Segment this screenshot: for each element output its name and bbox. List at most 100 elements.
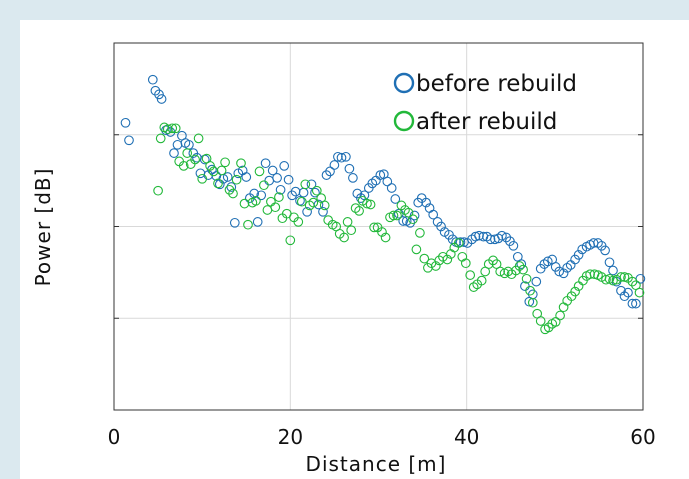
data-point xyxy=(170,123,181,134)
data-point xyxy=(182,148,193,158)
data-point xyxy=(388,210,399,221)
data-point xyxy=(460,258,471,269)
data-point xyxy=(310,187,320,198)
data-point xyxy=(525,285,535,296)
data-point xyxy=(272,173,282,183)
data-point xyxy=(631,298,641,309)
data-point xyxy=(531,276,542,287)
data-point xyxy=(619,291,630,302)
data-point xyxy=(608,265,618,276)
data-point xyxy=(428,209,439,220)
data-point xyxy=(270,202,281,213)
data-point xyxy=(488,255,498,266)
data-point xyxy=(275,184,286,195)
data-point xyxy=(521,273,532,284)
legend: before rebuild after rebuild xyxy=(393,71,577,135)
data-point xyxy=(344,163,355,174)
legend-marker-after xyxy=(393,110,415,132)
background-band-top xyxy=(0,0,689,20)
data-point xyxy=(193,133,204,144)
data-point xyxy=(485,234,496,245)
x-tick-label: 20 xyxy=(278,425,303,449)
data-point xyxy=(190,154,200,165)
data-point xyxy=(267,165,278,176)
data-point xyxy=(573,250,584,260)
data-point xyxy=(120,117,131,128)
data-point xyxy=(333,151,343,162)
data-point xyxy=(386,183,397,193)
data-point xyxy=(354,206,364,216)
data-point xyxy=(339,232,349,243)
data-point xyxy=(236,158,246,169)
data-point xyxy=(348,173,358,183)
data-point xyxy=(231,174,242,185)
data-point xyxy=(252,217,263,227)
data-point xyxy=(570,286,580,297)
data-point xyxy=(497,230,507,241)
data-point xyxy=(390,194,401,204)
data-point xyxy=(601,274,611,285)
background-band-left xyxy=(0,0,20,479)
data-point xyxy=(259,180,269,191)
data-point xyxy=(616,272,626,282)
data-point xyxy=(239,198,250,209)
data-point xyxy=(153,185,163,196)
data-point xyxy=(542,256,553,267)
plot-area-frame xyxy=(113,42,644,411)
data-point xyxy=(256,190,267,201)
data-point xyxy=(616,285,626,296)
data-point xyxy=(474,230,484,241)
data-point xyxy=(329,160,340,170)
data-point xyxy=(254,166,265,177)
data-point xyxy=(293,217,304,227)
data-point xyxy=(623,287,633,298)
data-point xyxy=(465,270,476,280)
data-point xyxy=(321,170,332,180)
data-point xyxy=(627,276,638,287)
data-point xyxy=(308,197,319,208)
data-point xyxy=(306,179,317,190)
data-point xyxy=(211,171,222,181)
data-point xyxy=(411,244,422,255)
data-point xyxy=(161,125,171,136)
data-point xyxy=(296,196,307,207)
data-point xyxy=(154,89,164,100)
data-point xyxy=(478,231,489,242)
legend-label-before: before rebuild xyxy=(416,71,577,97)
data-point xyxy=(539,259,550,269)
data-point xyxy=(295,195,305,206)
legend-marker-before xyxy=(393,72,415,94)
data-point xyxy=(178,161,189,171)
data-point xyxy=(241,172,252,182)
data-point xyxy=(147,74,158,85)
data-point xyxy=(403,207,414,218)
data-point xyxy=(341,151,351,162)
data-point xyxy=(470,231,481,242)
data-point xyxy=(455,237,466,247)
data-point xyxy=(518,264,528,275)
data-point xyxy=(375,170,386,180)
data-point xyxy=(562,262,573,273)
data-point xyxy=(585,269,595,280)
data-point xyxy=(554,266,565,277)
data-point xyxy=(493,233,504,244)
data-point xyxy=(213,178,223,189)
data-point xyxy=(318,206,328,217)
y-axis-label: Power [dB] xyxy=(31,168,55,287)
data-point xyxy=(350,203,361,213)
data-point xyxy=(365,199,376,210)
data-point xyxy=(382,176,393,187)
data-point xyxy=(222,172,233,182)
data-point xyxy=(442,254,453,265)
data-point xyxy=(377,227,387,237)
data-point xyxy=(150,85,161,96)
data-point xyxy=(243,219,253,230)
data-point xyxy=(214,179,225,190)
data-point xyxy=(216,165,227,176)
data-point xyxy=(550,317,561,327)
data-point xyxy=(342,217,353,227)
x-tick-label: 60 xyxy=(630,425,655,449)
data-point xyxy=(156,94,167,104)
data-point xyxy=(476,275,487,286)
